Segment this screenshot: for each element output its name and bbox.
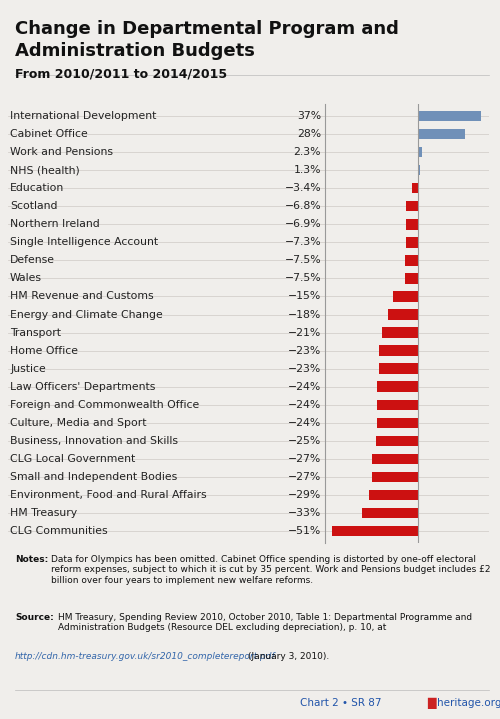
Bar (406, 273, 418, 284)
Text: Small and Independent Bodies: Small and Independent Bodies (10, 472, 177, 482)
Bar (372, 472, 418, 482)
Text: −23%: −23% (288, 346, 321, 356)
Text: Work and Pensions: Work and Pensions (10, 147, 113, 157)
Bar (362, 508, 418, 518)
Text: −23%: −23% (288, 364, 321, 374)
Text: Scotland: Scotland (10, 201, 58, 211)
Bar (379, 363, 418, 374)
Bar (376, 436, 418, 446)
Text: Change in Departmental Program and: Change in Departmental Program and (15, 20, 399, 38)
Text: CLG Local Government: CLG Local Government (10, 454, 135, 464)
Text: Justice: Justice (10, 364, 46, 374)
Text: −29%: −29% (288, 490, 321, 500)
Bar (406, 219, 418, 229)
Text: █: █ (428, 697, 436, 709)
Text: −21%: −21% (288, 328, 321, 338)
Text: −3.4%: −3.4% (284, 183, 321, 193)
Text: −15%: −15% (288, 291, 321, 301)
Text: Law Officers' Departments: Law Officers' Departments (10, 382, 156, 392)
Bar (379, 345, 418, 356)
Text: HM Treasury, Spending Review 2010, October 2010, Table 1: Departmental Programme: HM Treasury, Spending Review 2010, Octob… (58, 613, 472, 632)
Text: −7.3%: −7.3% (284, 237, 321, 247)
Bar (418, 111, 480, 122)
Bar (418, 165, 420, 175)
Text: Administration Budgets: Administration Budgets (15, 42, 255, 60)
Text: 2.3%: 2.3% (294, 147, 321, 157)
Text: −27%: −27% (288, 472, 321, 482)
Bar (372, 454, 418, 464)
Bar (378, 382, 418, 392)
Text: −27%: −27% (288, 454, 321, 464)
Text: 37%: 37% (297, 111, 321, 121)
Text: Home Office: Home Office (10, 346, 78, 356)
Text: From 2010/2011 to 2014/2015: From 2010/2011 to 2014/2015 (15, 68, 227, 81)
Text: 1.3%: 1.3% (294, 165, 321, 175)
Text: Energy and Climate Change: Energy and Climate Change (10, 309, 163, 319)
Text: Education: Education (10, 183, 64, 193)
Text: −24%: −24% (288, 382, 321, 392)
Text: Foreign and Commonwealth Office: Foreign and Commonwealth Office (10, 400, 199, 410)
Bar (332, 526, 418, 536)
Bar (418, 147, 422, 157)
Text: Culture, Media and Sport: Culture, Media and Sport (10, 418, 146, 428)
Text: Defense: Defense (10, 255, 55, 265)
Bar (392, 291, 418, 302)
Text: International Development: International Development (10, 111, 156, 121)
Text: Wales: Wales (10, 273, 42, 283)
Text: Chart 2 • SR 87: Chart 2 • SR 87 (300, 698, 382, 708)
Text: −25%: −25% (288, 436, 321, 446)
Text: HM Revenue and Customs: HM Revenue and Customs (10, 291, 154, 301)
Text: −24%: −24% (288, 418, 321, 428)
Bar (406, 201, 418, 211)
Text: −6.9%: −6.9% (284, 219, 321, 229)
Text: NHS (health): NHS (health) (10, 165, 80, 175)
Text: HM Treasury: HM Treasury (10, 508, 77, 518)
Bar (378, 400, 418, 410)
Text: −33%: −33% (288, 508, 321, 518)
Text: Single Intelligence Account: Single Intelligence Account (10, 237, 158, 247)
Bar (388, 309, 418, 320)
Bar (418, 129, 466, 139)
Text: Cabinet Office: Cabinet Office (10, 129, 88, 139)
Text: −7.5%: −7.5% (284, 255, 321, 265)
Text: Business, Innovation and Skills: Business, Innovation and Skills (10, 436, 178, 446)
Text: (January 3, 2010).: (January 3, 2010). (248, 652, 329, 661)
Bar (406, 255, 418, 265)
Text: http://cdn.hm-treasury.gov.uk/sr2010_completereport.pdf: http://cdn.hm-treasury.gov.uk/sr2010_com… (15, 652, 276, 661)
Text: Notes:: Notes: (15, 555, 48, 564)
Bar (378, 418, 418, 428)
Text: 28%: 28% (297, 129, 321, 139)
Text: Transport: Transport (10, 328, 61, 338)
Text: Source:: Source: (15, 613, 54, 622)
Text: CLG Communities: CLG Communities (10, 526, 108, 536)
Bar (412, 183, 418, 193)
Text: −7.5%: −7.5% (284, 273, 321, 283)
Text: −18%: −18% (288, 309, 321, 319)
Text: Northern Ireland: Northern Ireland (10, 219, 100, 229)
Text: −24%: −24% (288, 400, 321, 410)
Text: Data for Olympics has been omitted. Cabinet Office spending is distorted by one-: Data for Olympics has been omitted. Cabi… (51, 555, 490, 585)
Text: Environment, Food and Rural Affairs: Environment, Food and Rural Affairs (10, 490, 206, 500)
Bar (382, 327, 418, 338)
Text: −6.8%: −6.8% (284, 201, 321, 211)
Bar (406, 237, 418, 247)
Bar (369, 490, 418, 500)
Text: −51%: −51% (288, 526, 321, 536)
Text: heritage.org: heritage.org (438, 698, 500, 708)
